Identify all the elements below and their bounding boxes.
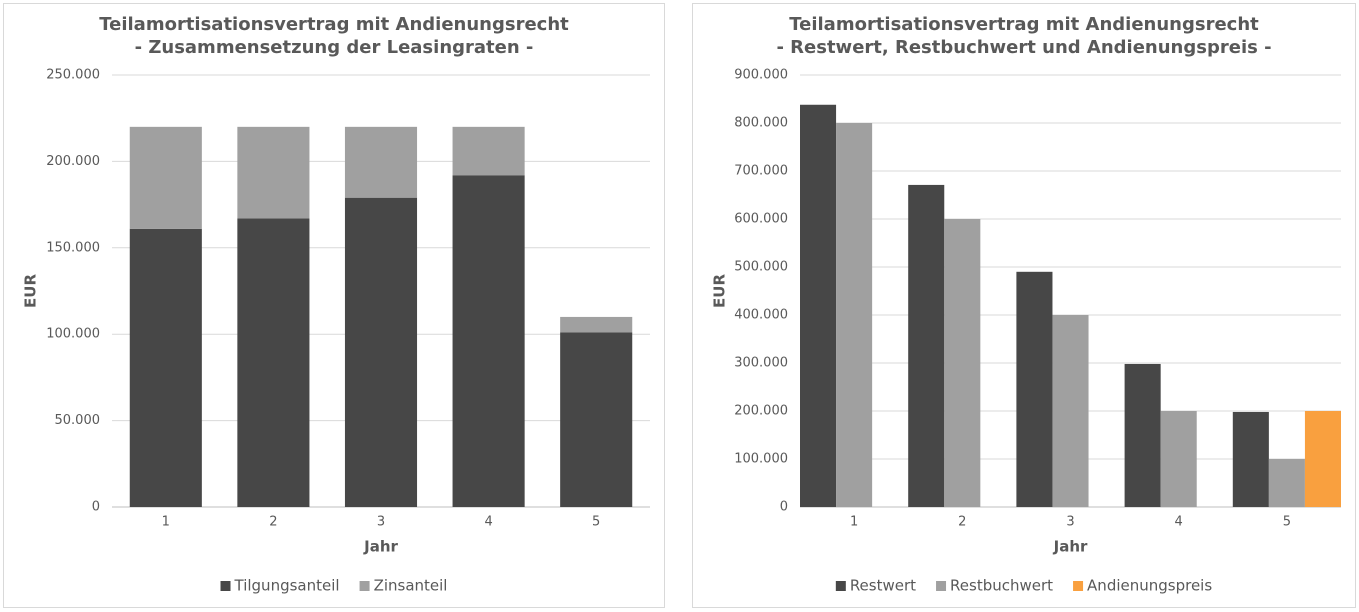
- legend-swatch: [359, 581, 370, 591]
- x-tick-label: 3: [377, 515, 385, 530]
- bar: [1160, 411, 1197, 507]
- legend-swatch: [835, 581, 846, 591]
- y-tick-label: 500.000: [734, 260, 788, 275]
- y-tick-label: 400.000: [734, 308, 788, 323]
- y-axis-title: EUR: [22, 274, 40, 308]
- bar-segment: [237, 218, 310, 507]
- y-tick-label: 100.000: [734, 452, 788, 467]
- chart-panel: [3, 3, 665, 608]
- bar-segment: [237, 126, 310, 219]
- y-axis-title: EUR: [711, 274, 729, 308]
- chart-title: Teilamortisationsvertrag mit Andienungsr…: [789, 14, 1259, 35]
- x-tick-label: 4: [1175, 515, 1183, 530]
- bar: [800, 104, 837, 507]
- x-tick-label: 3: [1066, 515, 1074, 530]
- bar: [1232, 411, 1269, 507]
- x-tick-label: 2: [958, 515, 966, 530]
- y-tick-label: 50.000: [55, 413, 101, 428]
- chart-title: - Zusammensetzung der Leasingraten -: [135, 37, 534, 58]
- y-tick-label: 250.000: [46, 68, 100, 83]
- bar-segment: [452, 175, 525, 507]
- legend-label: Tilgungsanteil: [234, 577, 340, 595]
- bar-segment: [344, 126, 418, 198]
- bar: [1124, 363, 1161, 507]
- bar-segment: [129, 126, 202, 229]
- y-tick-label: 0: [92, 500, 100, 515]
- y-tick-label: 150.000: [46, 240, 100, 255]
- x-axis-title: Jahr: [1053, 538, 1088, 556]
- bar: [1052, 315, 1089, 507]
- x-axis-title: Jahr: [363, 538, 398, 556]
- y-tick-label: 0: [780, 500, 788, 515]
- bar-segment: [560, 316, 633, 333]
- bar-segment: [560, 332, 633, 507]
- chart-title: - Restwert, Restbuchwert und Andienungsp…: [776, 37, 1271, 58]
- y-tick-label: 100.000: [46, 327, 100, 342]
- legend-swatch: [220, 581, 231, 591]
- y-tick-label: 200.000: [46, 154, 100, 169]
- bar: [836, 123, 873, 507]
- y-tick-label: 700.000: [734, 164, 788, 179]
- bar: [908, 184, 945, 508]
- x-tick-label: 1: [850, 515, 858, 530]
- x-tick-label: 5: [592, 515, 600, 530]
- bar: [1016, 271, 1053, 507]
- bar-segment: [344, 197, 418, 508]
- bar-segment: [452, 126, 525, 176]
- y-tick-label: 300.000: [734, 356, 788, 371]
- legend-label: Andienungspreis: [1087, 577, 1212, 595]
- x-tick-label: 2: [269, 515, 277, 530]
- x-tick-label: 1: [162, 515, 170, 530]
- y-tick-label: 900.000: [734, 68, 788, 83]
- legend-label: Zinsanteil: [374, 577, 448, 595]
- bar: [1268, 459, 1305, 507]
- legend-label: Restbuchwert: [950, 577, 1053, 595]
- legend-swatch: [1073, 581, 1084, 591]
- y-tick-label: 200.000: [734, 404, 788, 419]
- y-tick-label: 800.000: [734, 116, 788, 131]
- bar-segment: [129, 228, 202, 508]
- bar: [944, 219, 981, 507]
- y-tick-label: 600.000: [734, 212, 788, 227]
- chart-title: Teilamortisationsvertrag mit Andienungsr…: [99, 14, 569, 35]
- legend-label: Restwert: [850, 577, 916, 595]
- x-tick-label: 5: [1283, 515, 1291, 530]
- legend-swatch: [936, 581, 947, 591]
- bar: [1304, 411, 1341, 507]
- x-tick-label: 4: [484, 515, 492, 530]
